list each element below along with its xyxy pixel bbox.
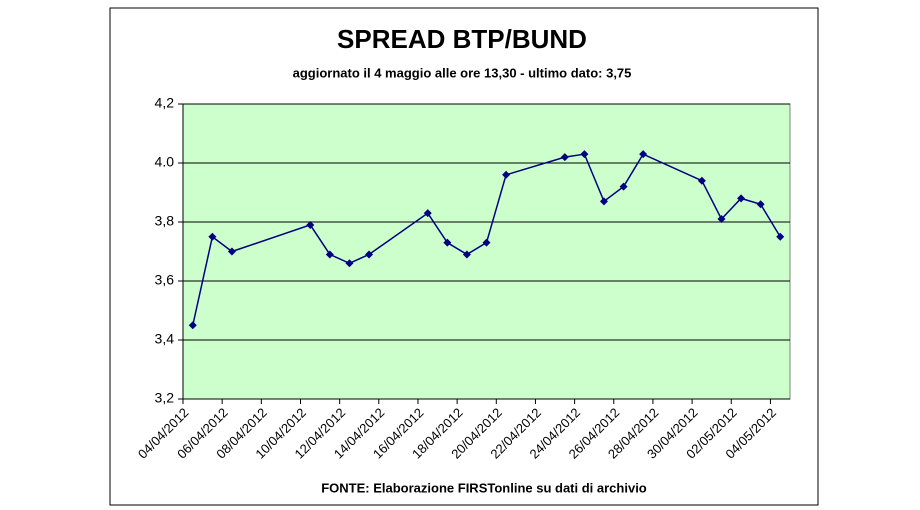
y-tick-label: 4,2 — [155, 95, 175, 111]
data-point — [580, 150, 589, 159]
y-tick-label: 4.0 — [155, 154, 175, 170]
data-point — [619, 182, 628, 191]
data-line — [192, 153, 781, 326]
data-point — [306, 220, 315, 229]
data-point — [443, 238, 452, 247]
data-point — [188, 321, 197, 330]
data-point — [325, 250, 334, 259]
data-point — [365, 250, 374, 259]
plot-area — [182, 103, 791, 400]
data-point — [502, 170, 511, 179]
chart-title: SPREAD BTP/BUND — [337, 24, 587, 54]
data-point — [423, 209, 432, 218]
data-point — [345, 259, 354, 268]
data-point — [599, 197, 608, 206]
data-point — [208, 232, 217, 241]
y-tick-label: 3,8 — [155, 213, 175, 229]
data-point — [227, 247, 236, 256]
y-tick-label: 3,6 — [155, 272, 175, 288]
y-tick-label: 3,4 — [155, 331, 175, 347]
chart-subtitle: aggiornato il 4 maggio alle ore 13,30 - … — [293, 65, 632, 80]
data-point — [462, 250, 471, 259]
data-point — [737, 194, 746, 203]
y-tick-label: 3,2 — [155, 390, 175, 406]
source-note: FONTE: Elaborazione FIRSTonline su dati … — [321, 480, 647, 495]
data-point — [560, 153, 569, 162]
data-point — [776, 232, 785, 241]
data-point — [697, 176, 706, 185]
data-point — [756, 200, 765, 209]
data-point — [482, 238, 491, 247]
data-point — [717, 215, 726, 224]
data-point — [639, 150, 648, 159]
